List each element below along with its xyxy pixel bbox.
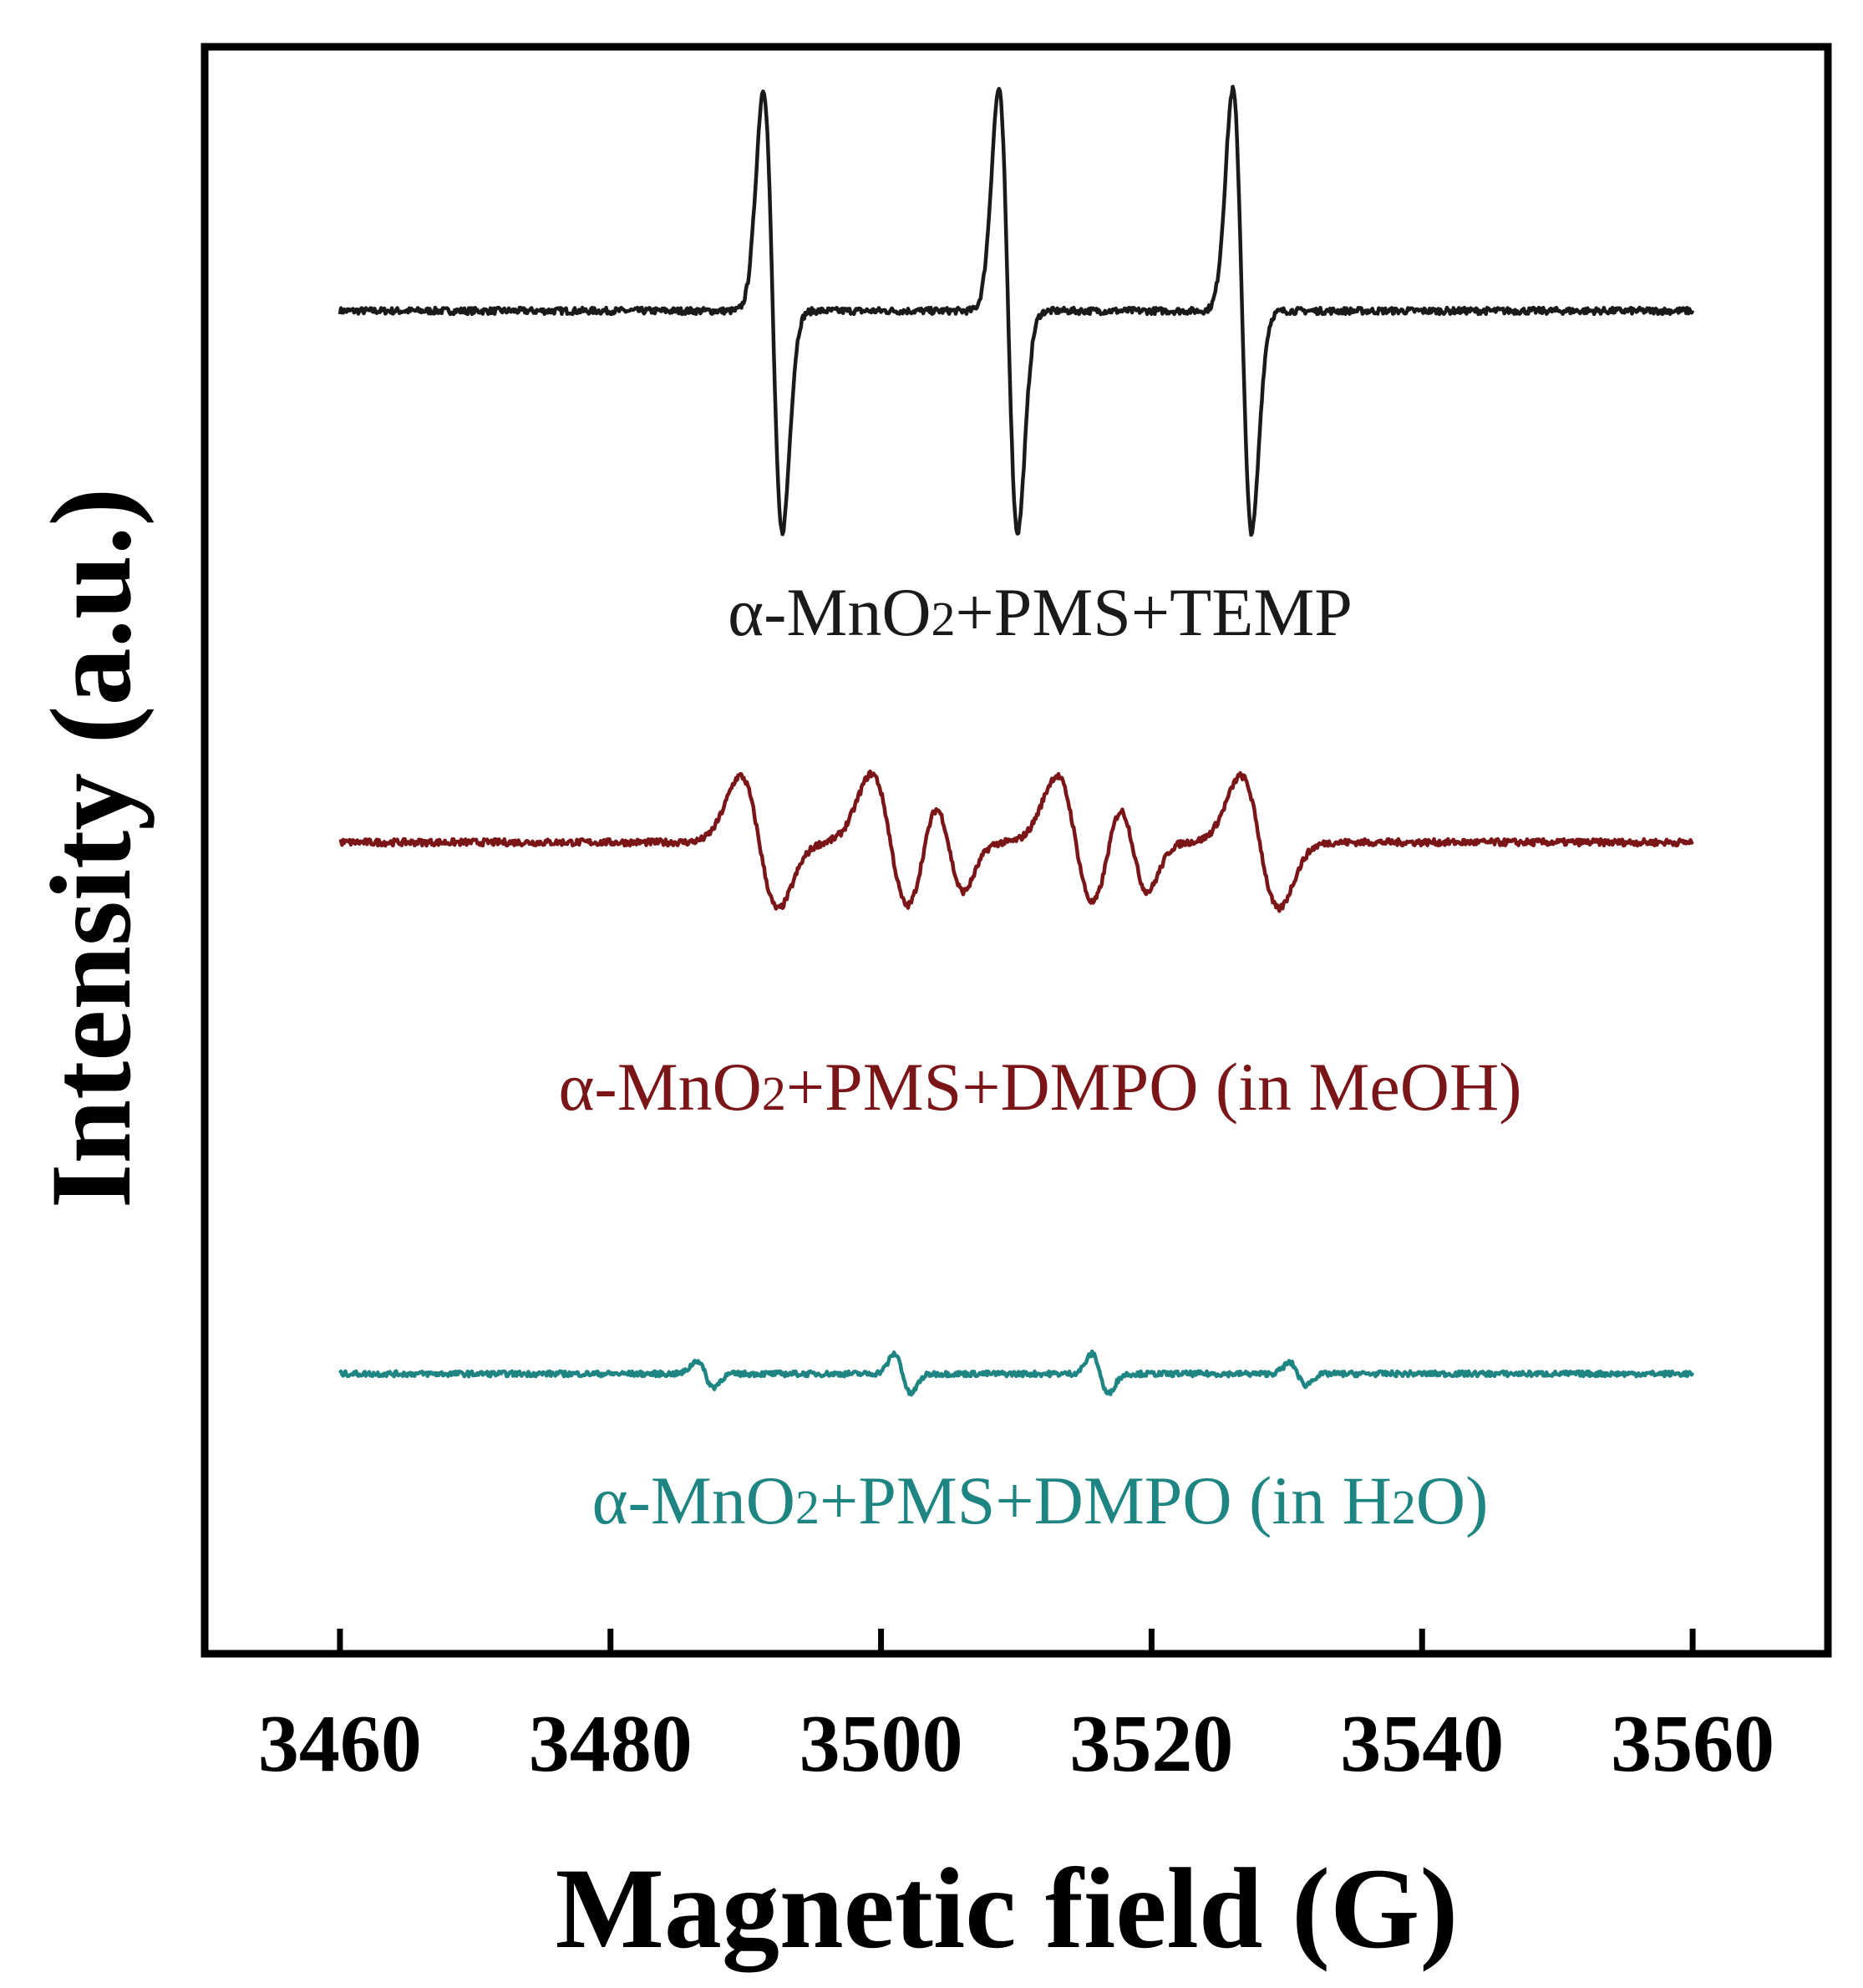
x-axis-ticks — [337, 1629, 1696, 1654]
x-tick-label: 3500 — [800, 1699, 963, 1789]
x-tick-label: 3480 — [529, 1699, 693, 1789]
spectrum-label-dmpo-meoh: α-MnO2+PMS+DMPO (in MeOH) — [558, 1049, 1521, 1125]
spectrum-label-dmpo-h2o: α-MnO2+PMS+DMPO (in H2O) — [592, 1462, 1489, 1538]
plot-frame — [201, 43, 1832, 1658]
x-tick-label: 3560 — [1611, 1699, 1774, 1789]
spectra — [338, 84, 1695, 1397]
spectrum-line-dmpo-meoh — [338, 769, 1694, 913]
x-tick-label: 3460 — [258, 1699, 422, 1789]
spectrum-label-temp: α-MnO2+PMS+TEMP — [728, 574, 1353, 650]
spectrum-labels: α-MnO2+PMS+TEMP α-MnO2+PMS+DMPO (in MeOH)… — [558, 574, 1521, 1538]
x-tick-label: 3520 — [1069, 1699, 1233, 1789]
x-tick-label: 3540 — [1340, 1699, 1504, 1789]
x-axis-tick-labels: 3460 3480 3500 3520 3540 3560 — [258, 1699, 1774, 1789]
y-axis-title: Intensity (a.u.) — [27, 488, 155, 1209]
x-axis-title: Magnetic field (G) — [556, 1844, 1459, 1972]
spectrum-line-dmpo-h2o — [338, 1349, 1695, 1397]
spectrum-line-temp — [338, 84, 1695, 537]
